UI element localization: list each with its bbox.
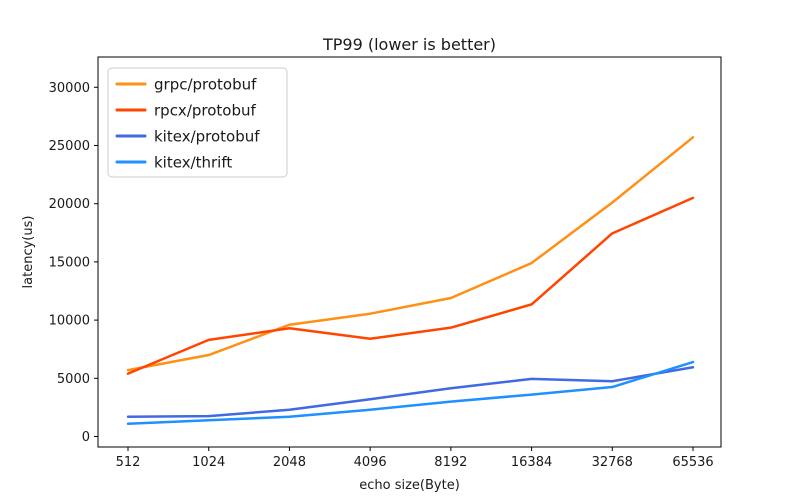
x-tick-label: 16384 bbox=[511, 455, 552, 470]
y-tick-label: 30000 bbox=[49, 81, 90, 96]
x-axis-label: echo size(Byte) bbox=[359, 478, 460, 493]
y-tick-label: 0 bbox=[82, 430, 90, 445]
series-line-kitex-protobuf bbox=[126, 366, 695, 418]
series-line-kitex-thrift bbox=[126, 360, 695, 425]
chart-title: TP99 (lower is better) bbox=[322, 35, 496, 54]
y-tick-label: 15000 bbox=[49, 255, 90, 270]
x-tick-label: 65536 bbox=[672, 455, 713, 470]
x-tick-label: 8192 bbox=[434, 455, 467, 470]
x-tick-label: 1024 bbox=[192, 455, 225, 470]
y-tick-label: 20000 bbox=[49, 197, 90, 212]
legend-box bbox=[107, 67, 288, 178]
legend-label-grpc-protobuf: grpc/protobuf bbox=[154, 76, 257, 94]
x-tick-label: 2048 bbox=[273, 455, 306, 470]
y-axis-label: latency(us) bbox=[21, 216, 36, 289]
series-line-grpc-protobuf bbox=[126, 136, 695, 372]
series-line-rpcx-protobuf bbox=[126, 196, 695, 375]
plot-area-border bbox=[97, 56, 722, 448]
y-tick-label: 5000 bbox=[57, 372, 90, 387]
x-tick-label: 32768 bbox=[592, 455, 633, 470]
x-tick-label: 512 bbox=[116, 455, 141, 470]
y-tick-label: 10000 bbox=[49, 314, 90, 329]
y-tick-label: 25000 bbox=[49, 139, 90, 154]
x-tick-label: 4096 bbox=[354, 455, 387, 470]
legend-label-rpcx-protobuf: rpcx/protobuf bbox=[154, 102, 256, 120]
legend-label-kitex-protobuf: kitex/protobuf bbox=[154, 128, 260, 146]
legend-label-kitex-thrift: kitex/thrift bbox=[154, 154, 232, 172]
